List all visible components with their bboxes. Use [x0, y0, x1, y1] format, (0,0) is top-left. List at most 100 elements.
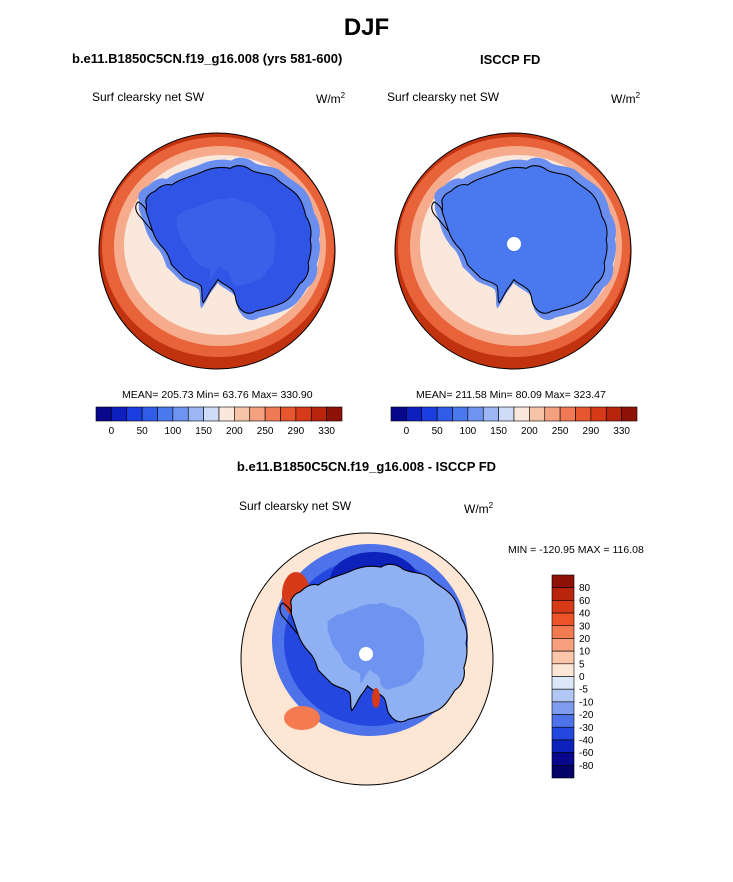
diff-map	[240, 532, 494, 786]
model-colorbar-box	[264, 406, 281, 422]
model-colorbar: 0 50 100 150 200 250 290 330	[95, 406, 343, 437]
model-colorbar-box	[157, 406, 174, 422]
obs-stats: MEAN= 211.58 Min= 80.09 Max= 323.47	[416, 389, 606, 401]
model-colorbar-box	[126, 406, 143, 422]
model-units-label: W/m2	[316, 91, 346, 106]
diff-colorbar-tick-label: 20	[579, 634, 591, 645]
obs-colorbar-box	[498, 406, 515, 422]
diff-colorbar-box	[551, 587, 575, 601]
diff-colorbar-box	[551, 638, 575, 652]
diff-variable-label: Surf clearsky net SW	[239, 499, 352, 513]
diff-colorbar-box	[551, 574, 575, 588]
diff-colorbar-box	[551, 714, 575, 728]
diff-colorbar-tick-label: -30	[579, 723, 594, 734]
model-colorbar-box	[249, 406, 266, 422]
obs-colorbar: 0 50 100 150 200 250 290 330	[390, 406, 638, 437]
obs-colorbar-tick-label: 250	[552, 426, 569, 437]
diff-colorbar-tick-label: 0	[579, 672, 585, 683]
obs-colorbar-box	[482, 406, 499, 422]
diff-colorbar-tick-label: -40	[579, 735, 594, 746]
obs-colorbar-tick-label: 200	[521, 426, 538, 437]
diff-colorbar-tick-label: 30	[579, 621, 591, 632]
diff-colorbar-box	[551, 650, 575, 665]
obs-map	[394, 132, 632, 370]
obs-panel-title: ISCCP FD	[480, 52, 541, 67]
diff-colorbar-tick-label: -5	[579, 685, 588, 696]
model-colorbar-tick-label: 200	[226, 426, 243, 437]
obs-colorbar-box	[406, 406, 423, 422]
obs-colorbar-box	[513, 406, 530, 422]
diff-colorbar-tick-label: -80	[579, 761, 594, 772]
diff-colorbar-tick-label: 60	[579, 596, 591, 607]
diff-colorbar-box	[551, 765, 575, 779]
diff-peninsula-warm	[372, 688, 380, 708]
diff-colorbar-tick-label: 40	[579, 609, 591, 620]
model-colorbar-tick-label: 100	[165, 426, 182, 437]
model-colorbar-tick-label: 330	[318, 426, 335, 437]
obs-colorbar-box	[605, 406, 622, 422]
model-map	[98, 132, 336, 370]
diff-colorbar-box	[551, 676, 575, 690]
model-colorbar-box	[187, 406, 204, 422]
diff-colorbar-tick-label: -60	[579, 748, 594, 759]
model-variable-label: Surf clearsky net SW	[92, 90, 205, 104]
model-colorbar-box	[203, 406, 220, 422]
diff-colorbar-box	[551, 625, 575, 639]
diff-colorbar-tick-label: -10	[579, 697, 594, 708]
obs-variable-label: Surf clearsky net SW	[387, 90, 500, 104]
obs-colorbar-tick-label: 50	[432, 426, 444, 437]
obs-units-label: W/m2	[611, 91, 641, 106]
model-colorbar-box	[310, 406, 327, 422]
obs-colorbar-box	[390, 406, 407, 422]
diff-colorbar-box	[551, 739, 575, 753]
obs-colorbar-tick-label: 290	[583, 426, 600, 437]
model-colorbar-box	[111, 406, 128, 422]
model-colorbar-box	[295, 406, 312, 422]
obs-map-border	[394, 132, 632, 370]
model-colorbar-box	[280, 406, 297, 422]
model-map-border	[98, 132, 336, 370]
obs-colorbar-box	[467, 406, 484, 422]
obs-colorbar-tick-label: 150	[490, 426, 507, 437]
obs-pole-missing	[507, 237, 521, 251]
diff-colorbar-box	[551, 701, 575, 715]
diff-stats: MIN = -120.95 MAX = 116.08	[508, 544, 644, 556]
diff-colorbar-tick-label: -20	[579, 710, 594, 721]
obs-colorbar-box	[575, 406, 592, 422]
obs-colorbar-box	[544, 406, 561, 422]
diff-colorbar-tick-label: 10	[579, 647, 591, 658]
diff-colorbar-box	[551, 600, 575, 614]
diff-colorbar-tick-label: 80	[579, 583, 591, 594]
model-colorbar-box	[218, 406, 235, 422]
model-colorbar-tick-label: 290	[288, 426, 305, 437]
diff-colorbar-box	[551, 612, 575, 627]
model-colorbar-box	[172, 406, 189, 422]
obs-colorbar-box	[436, 406, 453, 422]
diff-colorbar-box	[551, 726, 575, 741]
diff-colorbar-box	[551, 752, 575, 766]
model-colorbar-box	[141, 406, 158, 422]
diff-colorbar-box	[551, 663, 575, 677]
obs-colorbar-box	[559, 406, 576, 422]
model-colorbar-tick-label: 0	[109, 426, 115, 437]
diff-units-label: W/m2	[464, 501, 494, 516]
obs-colorbar-box	[529, 406, 546, 422]
obs-colorbar-tick-label: 330	[613, 426, 630, 437]
obs-colorbar-box	[452, 406, 469, 422]
obs-colorbar-box	[590, 406, 607, 422]
diff-pacific-warm	[284, 706, 320, 730]
obs-colorbar-box	[421, 406, 438, 422]
model-colorbar-tick-label: 150	[195, 426, 212, 437]
model-colorbar-box	[234, 406, 251, 422]
model-colorbar-tick-label: 250	[257, 426, 274, 437]
diff-panel-title: b.e11.B1850C5CN.f19_g16.008 - ISCCP FD	[236, 459, 497, 474]
model-stats: MEAN= 205.73 Min= 63.76 Max= 330.90	[122, 389, 313, 401]
diff-map-border	[240, 532, 494, 786]
season-title: DJF	[343, 14, 390, 41]
diff-pole-missing	[359, 647, 373, 661]
model-panel-title: b.e11.B1850C5CN.f19_g16.008 (yrs 581-600…	[72, 51, 343, 66]
obs-colorbar-tick-label: 100	[460, 426, 477, 437]
diff-colorbar-tick-label: 5	[579, 659, 585, 670]
